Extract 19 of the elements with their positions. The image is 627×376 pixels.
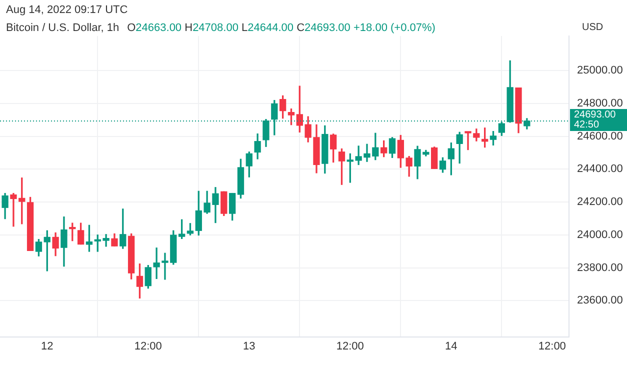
x-tick-label: 14 bbox=[445, 340, 458, 352]
y-tick-label: 23600.00 bbox=[577, 294, 623, 307]
y-tick-label: 24800.00 bbox=[577, 97, 623, 110]
x-tick-label: 12 bbox=[41, 340, 54, 352]
y-tick-label: 25000.00 bbox=[577, 64, 623, 77]
x-tick-label: 12:00 bbox=[134, 340, 162, 352]
y-axis-title: USD bbox=[582, 22, 604, 33]
x-tick-label: 13 bbox=[243, 340, 256, 352]
y-tick-label: 24400.00 bbox=[577, 163, 623, 176]
y-tick-label: 24000.00 bbox=[577, 228, 623, 241]
text: O24663.00 H24708.00 L24644.00 C24693.00 +18.00 (+0.07%) bbox=[127, 22, 436, 34]
text: Aug 14, 2022 09:17 UTC bbox=[6, 4, 128, 16]
x-tick-label: 12:00 bbox=[336, 340, 364, 352]
chart-title: Bitcoin / U.S. Dollar, 1h bbox=[6, 22, 120, 34]
x-tick-label: 12:00 bbox=[538, 340, 566, 352]
ref-line-label: 24693.00 42:50 bbox=[574, 110, 616, 131]
y-tick-label: 24600.00 bbox=[577, 130, 623, 142]
y-tick-label: 23800.00 bbox=[577, 262, 623, 274]
y-tick-label: 24200.00 bbox=[577, 196, 623, 208]
